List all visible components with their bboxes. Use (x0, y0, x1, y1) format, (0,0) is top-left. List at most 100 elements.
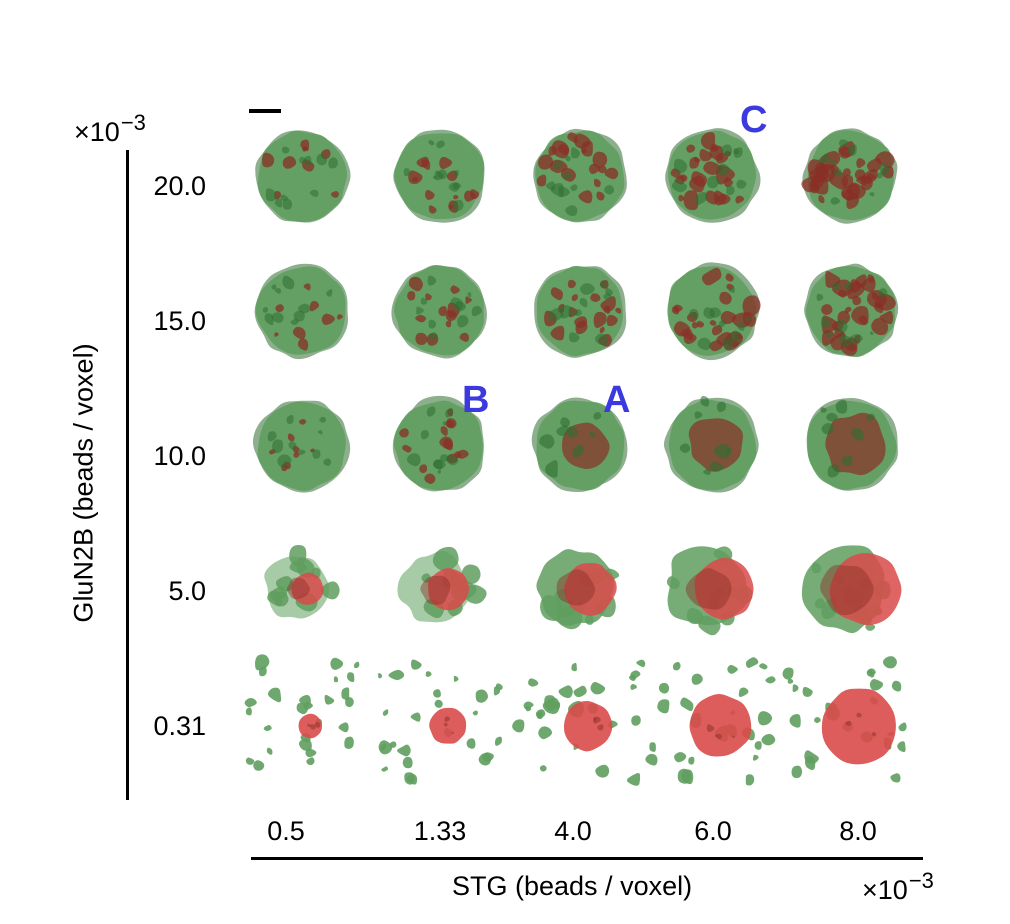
green-fragment (410, 659, 422, 670)
green-fragment (745, 657, 759, 668)
green-fragment (341, 687, 350, 700)
green-fragment (495, 736, 502, 746)
speck (604, 167, 619, 180)
speck (694, 411, 703, 419)
speck (551, 140, 570, 159)
condensate-cell (667, 262, 761, 361)
speck (826, 412, 838, 422)
green-fragment (303, 701, 313, 710)
green-fragment (631, 715, 641, 726)
speck (844, 282, 852, 291)
green-fragment (381, 766, 389, 772)
condensate-cell (801, 128, 898, 224)
speck (436, 140, 445, 149)
green-fragment (759, 663, 768, 670)
panel-label-c: C (740, 99, 768, 141)
speck (589, 431, 596, 438)
green-fragment (688, 756, 695, 765)
speck (683, 190, 699, 211)
speck (455, 301, 467, 312)
speck (838, 139, 849, 147)
green-fragment (891, 680, 902, 692)
condensate-cell (804, 263, 899, 358)
speck (560, 304, 574, 319)
x-scale-prefix: ×10 (862, 875, 908, 905)
green-fragment (354, 661, 360, 669)
y-tick-label: 0.31 (153, 711, 206, 741)
speck (717, 163, 730, 176)
speck (862, 168, 878, 184)
speck (563, 172, 572, 181)
green-fragment (791, 765, 803, 779)
speck (539, 434, 555, 449)
speck (274, 332, 279, 337)
speck (309, 189, 319, 197)
speck (415, 332, 428, 346)
speck (878, 288, 888, 298)
panel-label-a: A (603, 379, 631, 421)
speck (673, 158, 688, 174)
green-fragment (472, 710, 478, 716)
green-fragment (890, 773, 901, 783)
speck (578, 190, 593, 204)
speck (580, 141, 593, 157)
green-fragment (382, 709, 389, 716)
x-tick-label: 4.0 (554, 816, 592, 846)
speck (709, 461, 724, 472)
y-scale-exponent: −3 (120, 110, 146, 135)
green-fragment (674, 752, 687, 763)
green-fragment (345, 697, 354, 708)
speck (281, 146, 290, 154)
green-fragment (869, 679, 884, 691)
speck (272, 439, 284, 454)
speck (271, 284, 277, 290)
speck (733, 148, 739, 155)
green-fragment (255, 654, 270, 671)
speck (437, 469, 441, 474)
condensate-cell (378, 659, 503, 785)
condensate-cell (782, 656, 907, 783)
condensate-cell (254, 263, 348, 360)
speck (694, 156, 701, 163)
condensate-cell (666, 546, 754, 636)
green-fragment (475, 689, 488, 703)
speck (287, 433, 295, 442)
speck (839, 334, 852, 347)
green-fragment (645, 753, 658, 766)
speck (438, 305, 447, 317)
speck (726, 185, 735, 196)
speck (309, 300, 320, 312)
green-fragment (493, 686, 501, 696)
speck (707, 175, 719, 189)
green-fragment (558, 685, 573, 699)
speck (718, 320, 726, 328)
condensate-cell (533, 128, 627, 223)
speck (696, 320, 705, 328)
speck (407, 291, 416, 301)
speck (452, 199, 464, 212)
speck (732, 735, 735, 738)
speck (550, 287, 564, 301)
green-fragment (897, 741, 906, 753)
x-axis-line (251, 857, 923, 860)
red-droplet (563, 700, 613, 752)
green-fragment (787, 678, 794, 684)
speck (545, 181, 556, 191)
green-fragment (344, 736, 354, 749)
green-fragment (626, 773, 641, 786)
green-fragment (590, 682, 606, 695)
green-fragment (573, 685, 587, 698)
speck (679, 443, 691, 453)
speck (420, 297, 428, 305)
green-fragment (525, 705, 532, 712)
x-tick-label: 8.0 (839, 816, 877, 846)
speck (428, 319, 437, 329)
green-fragment (267, 687, 282, 703)
speck (720, 310, 737, 325)
speck (841, 455, 853, 467)
green-fragment (330, 657, 344, 670)
green-fragment (410, 712, 421, 722)
speck (567, 279, 576, 289)
green-fragment (657, 699, 670, 714)
